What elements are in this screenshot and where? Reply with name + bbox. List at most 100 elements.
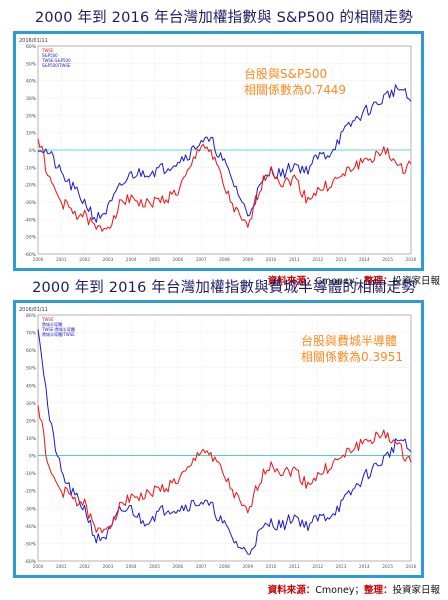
series-line-twse xyxy=(37,138,412,232)
x-tick-label: 2012 xyxy=(312,564,323,569)
y-tick-label: -30% xyxy=(24,200,36,206)
x-tick-label: 2005 xyxy=(149,564,160,569)
x-tick-label: 2015 xyxy=(382,564,393,569)
x-tick-label: 2001 xyxy=(56,257,67,262)
x-tick-label: 2013 xyxy=(336,257,347,262)
series-line-index xyxy=(37,329,412,555)
x-tick-label: 2002 xyxy=(79,257,90,262)
chart2-source: 資料來源：Cmoney；整理：投資家日報 xyxy=(268,582,440,596)
x-tick-label: 2004 xyxy=(126,257,137,262)
y-tick-label: 80% xyxy=(26,313,37,319)
x-tick-label: 2009 xyxy=(242,257,253,262)
x-tick-label: 2001 xyxy=(56,564,67,569)
y-tick-label: 60% xyxy=(26,44,37,50)
y-tick-label: 20% xyxy=(26,418,37,424)
chart1-source: 資料來源：Cmoney；整理：投資家日報 xyxy=(268,273,440,287)
legend-entry: S&P500 xyxy=(42,53,58,58)
x-tick-label: 2010 xyxy=(266,564,277,569)
x-tick-label: 2012 xyxy=(312,257,323,262)
x-tick-label: 2011 xyxy=(289,564,300,569)
chart1-title: 2000 年到 2016 年台灣加權指數與 S&P500 的相關走勢 xyxy=(34,10,414,26)
x-tick-label: 2015 xyxy=(382,257,393,262)
x-tick-label: 2016 xyxy=(406,564,417,569)
x-tick-label: 2003 xyxy=(103,257,114,262)
x-tick-label: 2006 xyxy=(173,257,184,262)
y-tick-label: 30% xyxy=(26,401,37,407)
editor-label: 整理： xyxy=(363,585,393,596)
x-tick-label: 2010 xyxy=(266,257,277,262)
x-tick-label: 2003 xyxy=(103,564,114,569)
x-tick-label: 2004 xyxy=(126,564,137,569)
chart-background xyxy=(16,303,421,575)
y-tick-label: 50% xyxy=(26,366,37,372)
chart2-frame: 2016/01/11 80% 70% 60% 50% 40% 30% 20% 10% 0% -10%… xyxy=(13,300,424,578)
source-label: 資料來源： xyxy=(267,276,316,287)
chart2-title: 2000 年到 2016 年台灣加權指數與費城半導體的相關走勢 xyxy=(32,280,416,296)
source-label: 資料來源： xyxy=(267,585,316,596)
legend-entry: 費城半導體/TWSE xyxy=(42,331,75,337)
chart-background xyxy=(16,34,421,268)
y-tick-label: 30% xyxy=(26,96,37,102)
x-tick-label: 2007 xyxy=(196,564,207,569)
y-tick-label: -30% xyxy=(24,506,36,512)
y-tick-label: 10% xyxy=(26,436,37,442)
legend-entry: TWSE xyxy=(41,48,54,53)
correlation-annotation: 相關係數為0.7449 xyxy=(244,83,346,97)
y-tick-label: 50% xyxy=(26,61,37,67)
y-tick-label: 10% xyxy=(26,131,37,137)
y-tick-label: 40% xyxy=(26,383,37,389)
x-tick-label: 2006 xyxy=(173,564,184,569)
y-tick-label: -40% xyxy=(24,217,36,223)
y-tick-label: -60% xyxy=(24,559,36,565)
legend-entry: TWSE-費城半導體 xyxy=(41,326,75,332)
x-tick-label: 2005 xyxy=(149,257,160,262)
x-tick-label: 2000 xyxy=(33,564,44,569)
y-tick-label: 0% xyxy=(29,454,37,460)
y-tick-label: 0% xyxy=(29,148,37,154)
x-tick-label: 2014 xyxy=(359,257,370,262)
source-separator: ； xyxy=(354,276,364,287)
y-tick-label: 60% xyxy=(26,348,37,354)
source-value: Cmoney xyxy=(315,276,355,287)
corner-date: 2016/01/11 xyxy=(19,38,48,44)
plot-area xyxy=(37,314,412,562)
editor-label: 整理： xyxy=(363,276,393,287)
y-tick-label: -50% xyxy=(24,541,36,547)
x-tick-label: 2008 xyxy=(219,564,230,569)
correlation-annotation: 台股與S&P500 xyxy=(244,66,327,81)
legend-entry: 費城半導體 xyxy=(42,321,62,327)
correlation-annotation: 台股與費城半導體 xyxy=(301,333,397,348)
y-tick-label: -40% xyxy=(24,524,36,530)
x-tick-label: 2002 xyxy=(79,564,90,569)
y-tick-label: -10% xyxy=(24,471,36,477)
legend-entry: S&P500/TWSE xyxy=(42,63,71,68)
series-line-twse xyxy=(37,405,412,534)
x-tick-label: 2011 xyxy=(289,257,300,262)
legend-entry: TWSE-S&P500 xyxy=(41,58,71,63)
x-tick-label: 2009 xyxy=(242,564,253,569)
legend-entry: TWSE xyxy=(41,317,54,322)
corner-date: 2016/01/11 xyxy=(19,307,48,313)
x-tick-label: 2000 xyxy=(33,257,44,262)
y-tick-label: 70% xyxy=(26,331,37,337)
source-separator: ； xyxy=(354,585,364,596)
x-tick-label: 2016 xyxy=(406,257,417,262)
x-tick-label: 2007 xyxy=(196,257,207,262)
editor-value: 投資家日報 xyxy=(392,276,440,287)
chart1-frame: 2016/01/11 60% 50% 40% 30% 20% 10% 0% -10% -20% -3… xyxy=(13,31,424,271)
x-tick-label: 2013 xyxy=(336,564,347,569)
source-value: Cmoney xyxy=(315,585,355,596)
correlation-annotation: 相關係數為0.3951 xyxy=(301,350,403,364)
y-tick-label: 20% xyxy=(26,113,37,119)
series-line-index xyxy=(37,84,412,223)
y-tick-label: -50% xyxy=(24,235,36,241)
y-tick-label: -20% xyxy=(24,183,36,189)
y-tick-label: -20% xyxy=(24,489,36,495)
y-tick-label: -60% xyxy=(24,252,36,258)
x-tick-label: 2008 xyxy=(219,257,230,262)
y-tick-label: -10% xyxy=(24,165,36,171)
y-tick-label: 40% xyxy=(26,79,37,85)
x-tick-label: 2014 xyxy=(359,564,370,569)
